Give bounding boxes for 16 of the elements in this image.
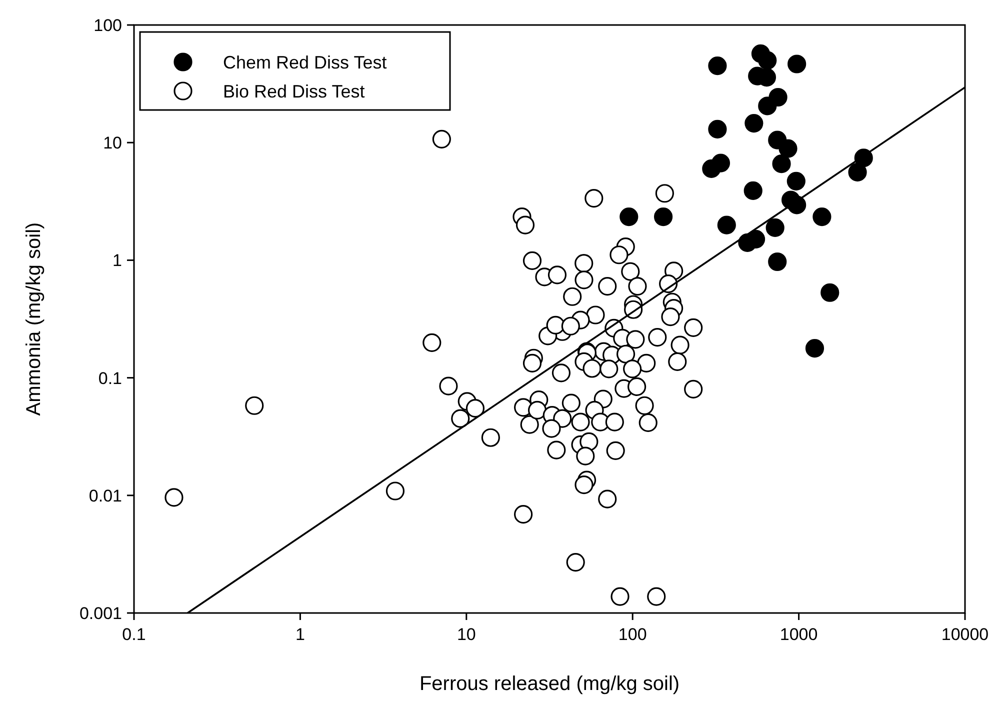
x-axis-title: Ferrous released (mg/kg soil): [419, 673, 680, 695]
y-tick-label: 10: [103, 134, 122, 153]
y-tick-label: 100: [94, 16, 122, 35]
x-tick-label: 0.1: [122, 625, 146, 644]
x-tick-label: 1: [295, 625, 305, 644]
y-tick-label: 0.1: [98, 368, 122, 388]
x-tick-label: 1000: [780, 625, 818, 644]
y-tick-label: 1: [112, 251, 122, 270]
x-tick-label: 100: [618, 625, 647, 644]
x-tick-label: 10: [456, 625, 476, 644]
y-tick-label: 0.01: [88, 486, 122, 506]
legend-label: Chem Red Diss Test: [223, 52, 387, 72]
x-tick-label: 10000: [941, 625, 989, 644]
y-axis-title: Ammonia (mg/kg soil): [23, 222, 45, 416]
legend-label: Bio Red Diss Test: [223, 81, 365, 102]
y-tick-label: 0.001: [79, 604, 122, 623]
